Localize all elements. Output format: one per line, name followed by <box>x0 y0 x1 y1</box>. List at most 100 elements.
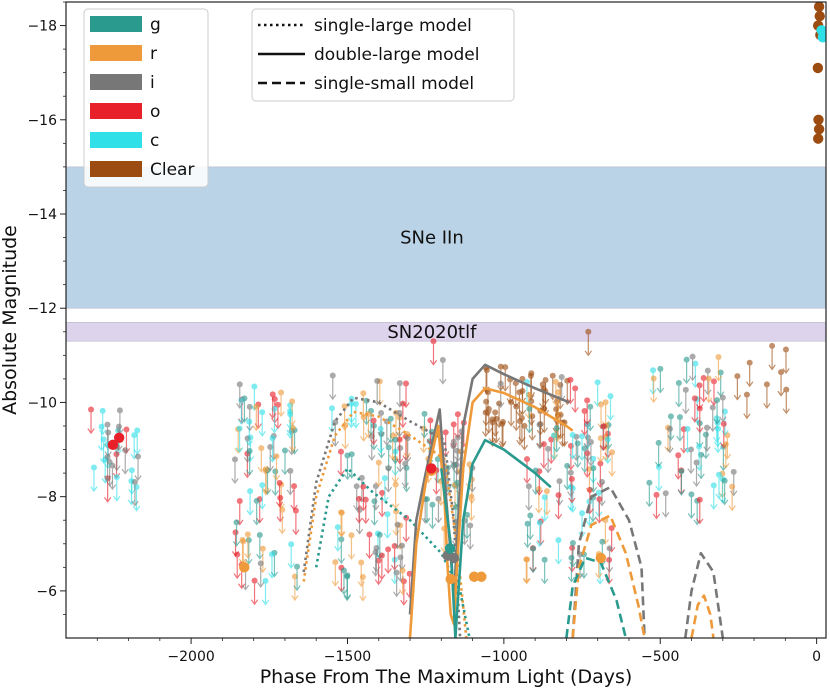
upper-limit-marker <box>674 452 682 480</box>
upper-limit-point <box>513 403 520 410</box>
upper-limit-point <box>653 491 660 498</box>
upper-limit-arrowhead <box>121 468 129 475</box>
upper-limit-point <box>287 411 294 418</box>
upper-limit-marker <box>252 497 261 526</box>
upper-limit-point <box>337 448 344 455</box>
upper-limit-arrowhead <box>402 402 410 409</box>
upper-limit-arrowhead <box>554 410 563 417</box>
upper-limit-marker <box>434 495 443 524</box>
upper-limit-arrowhead <box>371 570 380 577</box>
upper-limit-point <box>572 385 579 392</box>
upper-limit-point <box>746 359 753 366</box>
upper-limit-arrowhead <box>231 478 239 485</box>
upper-limit-point <box>387 415 394 422</box>
upper-limit-arrowhead <box>103 475 112 482</box>
model-curve-dotted-r <box>302 410 468 638</box>
upper-limit-marker <box>268 551 276 579</box>
upper-limit-marker <box>649 367 657 395</box>
upper-limit-arrowhead <box>584 456 592 462</box>
upper-limit-point <box>743 391 750 398</box>
upper-limit-point <box>782 346 789 353</box>
upper-limit-marker <box>606 393 615 421</box>
upper-limit-marker <box>552 425 561 453</box>
upper-limit-marker <box>376 425 385 454</box>
upper-limit-marker <box>574 440 582 469</box>
upper-limit-arrowhead <box>523 477 531 484</box>
upper-limit-arrowhead <box>341 443 350 450</box>
upper-limit-arrowhead <box>272 474 281 481</box>
x-tick-label: −500 <box>641 649 679 665</box>
upper-limit-arrowhead <box>398 589 407 596</box>
upper-limit-marker <box>593 379 602 407</box>
upper-limit-arrowhead <box>337 470 345 477</box>
upper-limit-arrowhead <box>134 475 142 482</box>
upper-limit-arrowhead <box>261 599 270 606</box>
upper-limit-marker <box>402 380 410 409</box>
upper-limit-point <box>489 416 496 423</box>
model-curve-solid-r <box>408 387 574 638</box>
upper-limit-marker <box>131 479 139 507</box>
upper-limit-marker <box>391 481 400 510</box>
upper-limit-point <box>442 429 449 436</box>
upper-limit-marker <box>743 391 751 420</box>
upper-limit-point <box>555 537 562 544</box>
model-curve-dashed-g <box>565 556 628 638</box>
upper-limit-marker <box>132 484 141 512</box>
upper-limit-arrowhead <box>399 422 407 429</box>
upper-limit-arrowhead <box>390 564 399 571</box>
upper-limit-point <box>134 427 141 434</box>
upper-limit-arrowhead <box>252 519 261 526</box>
upper-limit-marker <box>691 395 699 423</box>
upper-limit-point <box>236 381 243 388</box>
upper-limit-point <box>344 573 351 580</box>
band-label: SN2020tlf <box>387 322 477 343</box>
upper-limit-point <box>667 413 674 420</box>
upper-limit-point <box>340 567 347 574</box>
upper-limit-marker <box>337 448 345 477</box>
upper-limit-point <box>257 560 264 567</box>
upper-limit-arrowhead <box>518 409 527 416</box>
upper-limit-point <box>553 425 560 432</box>
upper-limit-point <box>371 498 378 505</box>
upper-limit-marker <box>439 357 447 385</box>
upper-limit-point <box>502 364 509 371</box>
upper-limit-point <box>253 403 260 410</box>
upper-limit-arrowhead <box>286 489 295 496</box>
upper-limit-point <box>682 386 689 393</box>
upper-limit-point <box>370 417 377 424</box>
upper-limit-arrowhead <box>580 573 588 580</box>
upper-limit-marker <box>683 425 692 454</box>
upper-limit-arrowhead <box>423 517 431 524</box>
upper-limit-arrowhead <box>262 487 270 494</box>
upper-limit-arrowhead <box>713 436 721 443</box>
upper-limit-arrowhead <box>589 516 597 523</box>
upper-limit-arrowhead <box>359 436 368 442</box>
upper-limit-point <box>399 567 406 574</box>
upper-limit-marker <box>566 376 575 405</box>
upper-limit-marker <box>236 381 244 409</box>
upper-limit-marker <box>378 489 386 518</box>
upper-limit-point <box>590 465 597 472</box>
upper-limit-marker <box>745 359 754 388</box>
upper-limit-arrowhead <box>328 426 336 433</box>
upper-limit-arrowhead <box>437 500 445 507</box>
upper-limit-marker <box>692 459 701 488</box>
upper-limit-marker <box>568 431 577 460</box>
upper-limit-marker <box>550 432 558 461</box>
upper-limit-arrowhead <box>683 447 692 454</box>
upper-limit-marker <box>645 479 654 508</box>
upper-limit-arrowhead <box>597 456 605 463</box>
upper-limit-marker <box>352 400 360 429</box>
upper-limit-marker <box>608 449 616 477</box>
upper-limit-arrowhead <box>482 431 490 438</box>
upper-limit-arrowhead <box>714 375 723 382</box>
upper-limit-arrowhead <box>649 389 657 395</box>
upper-limit-marker <box>720 477 729 506</box>
upper-limit-arrowhead <box>331 440 340 447</box>
legend-swatch-Clear <box>90 161 142 177</box>
upper-limit-arrowhead <box>340 424 349 431</box>
upper-limit-point <box>584 397 591 404</box>
upper-limit-point <box>555 389 562 396</box>
upper-limit-marker <box>331 559 340 587</box>
upper-limit-arrowhead <box>396 466 404 473</box>
